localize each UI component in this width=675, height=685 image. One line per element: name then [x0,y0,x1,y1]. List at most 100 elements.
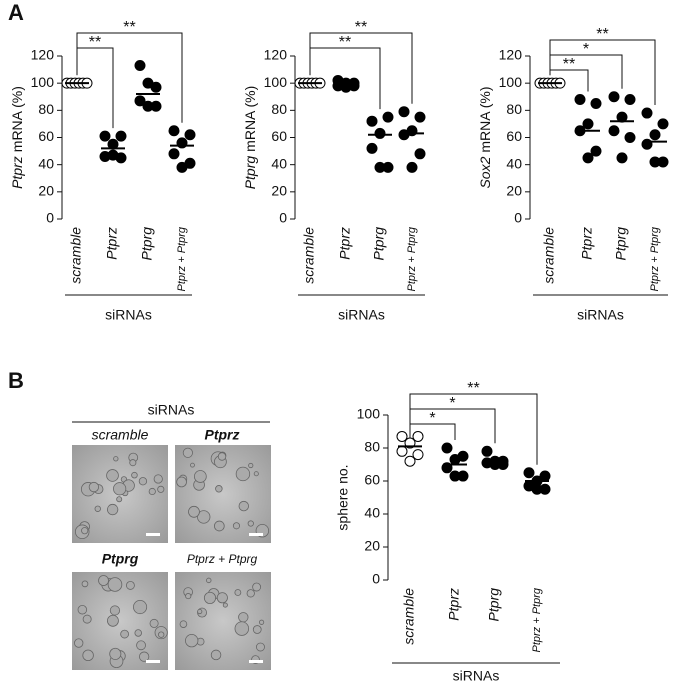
data-point [608,91,620,103]
data-point [134,95,146,107]
data-point [168,148,180,160]
y-tick-label: 80 [38,101,54,117]
sphere [116,496,123,503]
data-point [449,454,461,466]
data-point [624,132,636,143]
scale-bar [146,660,160,663]
data-point [366,115,378,127]
sphere [158,631,165,638]
x-tick-label: Ptprz + Ptprg [649,226,661,291]
y-axis-label: Ptprz mRNA (%) [9,86,25,189]
scale-bar [249,533,263,536]
sphere [81,527,89,535]
sphere [193,470,207,483]
sphere [252,582,262,592]
y-tick-label: 80 [506,101,522,117]
data-point [574,93,586,105]
data-point [398,106,410,118]
data-point [641,107,653,119]
x-tick-label: Ptprz [446,588,462,621]
x-tick-label: Ptprg [139,227,155,261]
data-point [115,130,127,142]
sphere [203,591,217,604]
sphere [88,481,100,493]
sphere [216,592,228,604]
significance-label: * [429,410,435,427]
x-tick-label: Ptprz + Ptprg [176,226,188,291]
data-point [649,129,661,141]
sphere [129,459,137,467]
x-tick-label: Ptprz [104,227,120,260]
data-point [396,430,408,442]
sphere [256,642,265,652]
y-tick-label: 100 [264,74,288,90]
y-tick-label: 20 [38,183,54,199]
data-point [374,127,386,139]
data-point [582,152,594,164]
sphere [259,619,265,625]
sphere [81,580,89,588]
y-label-unit: mRNA (%) [477,86,493,152]
sphere [232,522,241,530]
y-tick-label: 40 [506,155,522,171]
sphere [185,593,192,600]
data-point [412,430,424,442]
sphere [74,638,84,648]
y-axis-label: Sox2 mRNA (%) [477,86,493,188]
data-point [396,445,408,457]
significance-bracket [309,32,413,104]
data-point [134,60,146,72]
sphere [234,589,242,596]
data-point [99,130,111,142]
significance-label: ** [123,19,135,36]
sphere [134,629,142,637]
sphere [248,462,254,469]
data-point [616,152,628,164]
data-point [531,483,543,495]
micrograph-header: siRNAs [148,402,195,418]
data-point [481,445,493,457]
data-point [107,149,119,161]
significance-label: ** [596,26,608,43]
data-point [590,145,602,157]
y-tick-label: 40 [364,505,380,521]
x-axis-label: siRNAs [577,307,624,323]
data-point [414,148,426,160]
sphere [210,649,222,661]
sphere [185,633,199,648]
sphere [153,474,163,484]
x-tick-label: Ptprz [337,227,353,260]
sphere [109,647,122,660]
data-point [608,125,620,137]
y-tick-label: 20 [271,183,287,199]
micrograph-label: Ptprg [102,551,139,567]
sphere [109,605,121,616]
data-point [184,129,196,141]
y-tick-label: 60 [271,128,287,144]
x-tick-label: Ptprg [371,227,387,261]
sphere [98,575,109,586]
x-axis-label: siRNAs [105,307,152,323]
sphere [182,447,193,458]
y-tick-label: 120 [499,47,523,63]
sphere [179,620,188,628]
x-tick-label: scramble [541,227,557,284]
sphere [246,589,255,598]
sphere [247,520,254,527]
micrograph-label: Ptprz [205,427,240,443]
x-tick-label: scramble [301,227,317,284]
x-tick-label: Ptprg [613,227,629,261]
y-tick-label: 100 [357,406,381,422]
sphere [113,456,119,462]
y-tick-label: 120 [264,47,288,63]
significance-bracket [76,32,183,123]
x-tick-label: scramble [68,227,84,284]
data-point [657,118,669,130]
sphere [77,605,88,615]
y-axis-label: Ptprg mRNA (%) [242,86,258,190]
sphere [235,466,251,482]
data-point [449,470,461,482]
y-label-unit: mRNA (%) [9,86,25,152]
significance-label: ** [355,19,367,36]
x-tick-label: Ptprz + Ptprg [406,226,418,291]
